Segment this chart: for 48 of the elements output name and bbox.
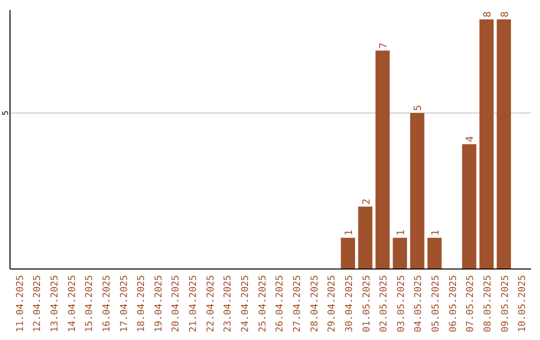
x-tick-label: 13.04.2025 [49, 275, 60, 332]
bar [340, 238, 356, 269]
x-tick-label: 27.04.2025 [292, 275, 303, 332]
data-label: 1 [344, 230, 355, 236]
x-tick-label: 12.04.2025 [32, 275, 44, 332]
data-label: 7 [378, 42, 390, 49]
x-tick-label: 23.04.2025 [222, 275, 234, 332]
x-tick-label: 15.04.2025 [84, 275, 96, 332]
x-tick-label: 05.05.2025 [430, 275, 442, 332]
x-tick-label: 09.05.2025 [500, 275, 511, 332]
x-tick-label: 20.04.2025 [170, 275, 182, 332]
data-label: 1 [396, 230, 407, 236]
bar [496, 19, 511, 269]
x-tick-label: 16.04.2025 [101, 275, 112, 332]
data-label: 5 [413, 104, 424, 111]
data-label: 2 [361, 198, 372, 205]
bar [410, 112, 424, 269]
x-tick-label: 11.04.2025 [14, 275, 26, 332]
bar [375, 50, 390, 269]
x-tick-label: 17.04.2025 [118, 275, 130, 332]
x-tick-label: 26.04.2025 [274, 275, 286, 332]
x-tick-label: 03.05.2025 [396, 275, 407, 332]
x-tick-label: 07.05.2025 [465, 275, 476, 332]
x-tick-label: 06.05.2025 [448, 275, 459, 332]
data-label: 8 [482, 11, 494, 18]
bar [392, 238, 408, 269]
x-tick-label: 30.04.2025 [344, 275, 355, 332]
x-tick-label: 28.04.2025 [309, 275, 320, 332]
bar [462, 144, 476, 269]
x-tick-label: 10.05.2025 [517, 275, 528, 332]
x-tick-label: 04.05.2025 [413, 275, 424, 332]
bar [479, 19, 494, 269]
x-tick-label: 18.04.2025 [136, 275, 148, 332]
data-label: 1 [430, 230, 442, 236]
x-tick-label: 02.05.2025 [378, 275, 390, 332]
x-tick-label: 22.04.2025 [205, 275, 216, 332]
x-tick-label: 29.04.2025 [326, 275, 338, 332]
bar [427, 238, 442, 269]
bar [358, 206, 372, 269]
x-tick-label: 01.05.2025 [361, 275, 372, 332]
data-label: 4 [465, 136, 476, 142]
x-tick-label: 14.04.2025 [66, 275, 78, 332]
x-tick-label: 25.04.2025 [257, 275, 268, 332]
data-label: 8 [500, 11, 511, 18]
x-tick-label: 21.04.2025 [188, 275, 200, 332]
x-tick-label: 24.04.2025 [240, 275, 252, 332]
x-tick-label: 19.04.2025 [153, 275, 164, 332]
x-tick-label: 08.05.2025 [482, 275, 494, 332]
